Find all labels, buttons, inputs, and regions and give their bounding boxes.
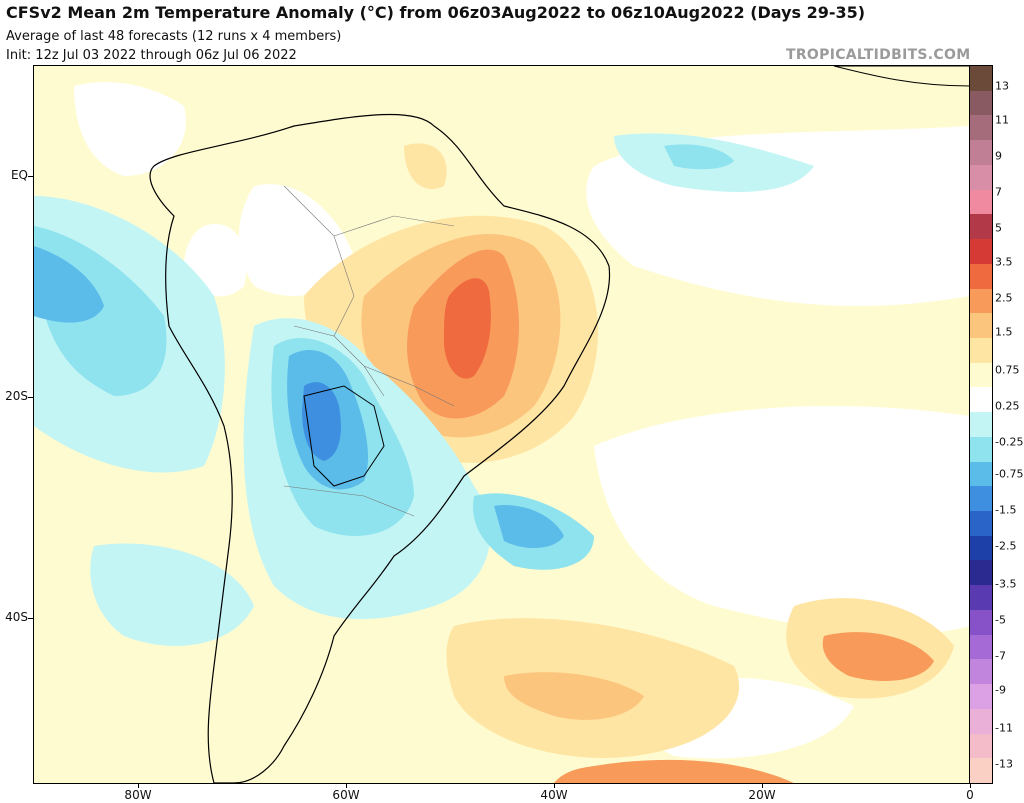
lon-tick-label: 40W: [540, 788, 568, 802]
colorbar-segment: [970, 708, 992, 735]
colorbar-segment: [970, 585, 992, 611]
site-credit: TROPICALTIDBITS.COM: [786, 47, 971, 63]
lat-tick-label: EQ: [10, 168, 28, 183]
near-zero-amazon: [239, 184, 354, 296]
colorbar-label: -11: [995, 721, 1013, 735]
colorbar-label: -3.5: [995, 577, 1017, 591]
map-subtitle-forecast-average: Average of last 48 forecasts (12 runs x …: [6, 29, 342, 44]
lon-tick-label: 0: [966, 788, 974, 802]
south-america-coastline: [149, 113, 611, 783]
lat-tick-mark: [28, 396, 34, 398]
colorbar-label: -0.25: [995, 435, 1024, 449]
colorbar-label: -7: [995, 649, 1006, 663]
lat-tick-label: 20S: [5, 388, 28, 403]
colorbar-segment: [970, 189, 992, 215]
colorbar-segment: [970, 486, 992, 512]
colorbar-segment: [970, 609, 992, 636]
colorbar-segment: [970, 288, 992, 314]
colorbar-label: 5: [995, 221, 1002, 235]
colorbar-label: -1.5: [995, 503, 1017, 517]
colorbar-segment: [970, 337, 992, 364]
colorbar-segment: [970, 461, 992, 487]
colorbar-label: -5: [995, 613, 1006, 627]
colorbar-segment: [970, 66, 992, 92]
lon-tick-mark: [554, 783, 555, 788]
colorbar-segment: [970, 659, 992, 685]
colorbar-segment: [970, 758, 992, 784]
colorbar-label: 2.5: [995, 291, 1013, 305]
colorbar-segment: [970, 412, 992, 438]
map-title: CFSv2 Mean 2m Temperature Anomaly (°C) f…: [6, 3, 866, 22]
colorbar-segment: [970, 560, 992, 586]
cool-south-america-core: [302, 382, 341, 461]
colorbar-segment: [970, 263, 992, 289]
colorbar-segment: [970, 511, 992, 537]
lat-tick-mark: [28, 617, 34, 619]
lon-tick-label: 60W: [332, 788, 360, 802]
colorbar-label: -0.75: [995, 467, 1024, 481]
colorbar-segment: [970, 90, 992, 116]
colorbar-label: 11: [995, 113, 1009, 127]
colorbar-label: -9: [995, 683, 1006, 697]
colorbar-segment: [970, 535, 992, 561]
map-subtitle-init-time: Init: 12z Jul 03 2022 through 06z Jul 06…: [6, 48, 297, 63]
colorbar-segment: [970, 115, 992, 141]
lon-tick-label: 80W: [124, 788, 152, 802]
lat-tick-mark: [28, 176, 34, 178]
colorbar-label: 7: [995, 185, 1002, 199]
warm-guiana: [404, 143, 447, 190]
africa-coastline: [833, 66, 970, 87]
cool-pacific-inner: [34, 246, 104, 323]
lon-tick-mark: [346, 783, 347, 788]
colorbar-segment: [970, 214, 992, 240]
lat-tick-label: 40S: [5, 609, 28, 624]
colorbar-segment: [970, 387, 992, 413]
colorbar-label: 1.5: [995, 325, 1013, 339]
lon-tick-label: 20W: [748, 788, 776, 802]
colorbar-label: 0.75: [995, 363, 1020, 377]
lon-tick-mark: [762, 783, 763, 788]
colorbar-segment: [970, 313, 992, 339]
lon-tick-mark: [970, 783, 971, 788]
warm-far-south-atlantic-inner: [822, 632, 934, 681]
colorbar-segment: [970, 634, 992, 660]
cool-north-atlantic-strip-inner: [664, 144, 734, 170]
near-zero-south-atlantic: [594, 406, 970, 635]
colorbar-segment: [970, 239, 992, 265]
anomaly-field: [34, 66, 970, 783]
colorbar-segment: [970, 436, 992, 463]
cool-uruguay-coast-inner: [494, 505, 564, 548]
colorbar-label: 0.25: [995, 399, 1020, 413]
warm-brazil-core: [444, 278, 491, 379]
colorbar-segment: [970, 362, 992, 388]
near-zero-caribbean: [74, 82, 186, 176]
paraguay-border: [303, 385, 385, 487]
lon-tick-mark: [138, 783, 139, 788]
colorbar-label: 13: [995, 79, 1009, 93]
colorbar: [969, 65, 993, 784]
colorbar-label: 3.5: [995, 255, 1013, 269]
colorbar-segment: [970, 684, 992, 710]
colorbar-label: -13: [995, 757, 1013, 771]
colorbar-label: 9: [995, 149, 1002, 163]
cool-south-pacific: [90, 543, 254, 646]
colorbar-label: -2.5: [995, 539, 1017, 553]
colorbar-segment: [970, 733, 992, 759]
temperature-anomaly-map: [33, 65, 971, 784]
warm-south-atlantic-inner: [504, 672, 644, 720]
colorbar-segment: [970, 140, 992, 166]
warm-bottom-band: [554, 759, 794, 783]
colorbar-segment: [970, 164, 992, 191]
country-borders: [283, 185, 455, 517]
